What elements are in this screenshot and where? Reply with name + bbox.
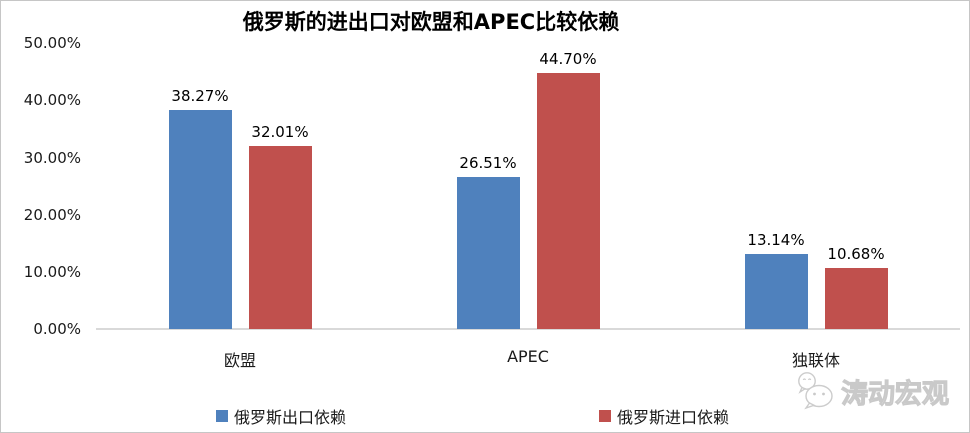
bar-group-apec: 26.51% 44.70% xyxy=(384,43,672,329)
bar-import-cis: 10.68% xyxy=(824,245,888,329)
category-label-apec: APEC xyxy=(507,347,549,366)
category-label-eu: 欧盟 xyxy=(223,351,256,370)
category-label-cis: 独联体 xyxy=(791,351,840,370)
legend-item-export: 俄罗斯出口依赖 xyxy=(216,404,346,428)
y-axis-tick-30: 30.00% xyxy=(23,149,81,167)
legend-swatch-import-icon xyxy=(599,410,611,422)
y-axis-tick-50: 50.00% xyxy=(23,34,81,52)
bar-export-eu: 38.27% xyxy=(168,87,232,329)
x-axis-labels: 欧盟 APEC 独联体 xyxy=(96,347,960,371)
plot-area: 38.27% 32.01% 26.51% 44.70% 13.14% 10.68… xyxy=(96,43,960,329)
bar-group-cis: 13.14% 10.68% xyxy=(672,43,960,329)
chart-title: 俄罗斯的进出口对欧盟和APEC比较依赖 xyxy=(242,10,620,34)
y-axis-tick-40: 40.00% xyxy=(23,91,81,109)
data-label-import-apec: 44.70% xyxy=(539,50,597,69)
legend-label-import: 俄罗斯进口依赖 xyxy=(617,408,730,427)
legend-swatch-export-icon xyxy=(216,410,228,422)
bar-export-apec: 26.51% xyxy=(456,154,520,329)
legend-item-import: 俄罗斯进口依赖 xyxy=(599,404,729,428)
bar-export-cis: 13.14% xyxy=(744,231,808,329)
legend-label-export: 俄罗斯出口依赖 xyxy=(234,408,347,427)
x-axis-line xyxy=(96,328,960,330)
data-label-export-eu: 38.27% xyxy=(171,87,229,106)
y-axis-tick-10: 10.00% xyxy=(23,263,81,281)
data-label-export-cis: 13.14% xyxy=(747,230,805,249)
bar-import-apec: 44.70% xyxy=(536,50,600,329)
y-axis-tick-20: 20.00% xyxy=(23,206,81,224)
watermark: 涛动宏观 xyxy=(794,367,964,415)
watermark-text: 涛动宏观 xyxy=(841,378,950,410)
y-axis-tick-0: 0.00% xyxy=(33,320,81,338)
bar-group-eu: 38.27% 32.01% xyxy=(96,43,384,329)
bar-import-eu: 32.01% xyxy=(248,123,312,329)
data-label-export-apec: 26.51% xyxy=(459,154,517,173)
wechat-logo-icon xyxy=(798,372,833,410)
data-label-import-eu: 32.01% xyxy=(251,122,309,141)
data-label-import-cis: 10.68% xyxy=(827,244,885,263)
